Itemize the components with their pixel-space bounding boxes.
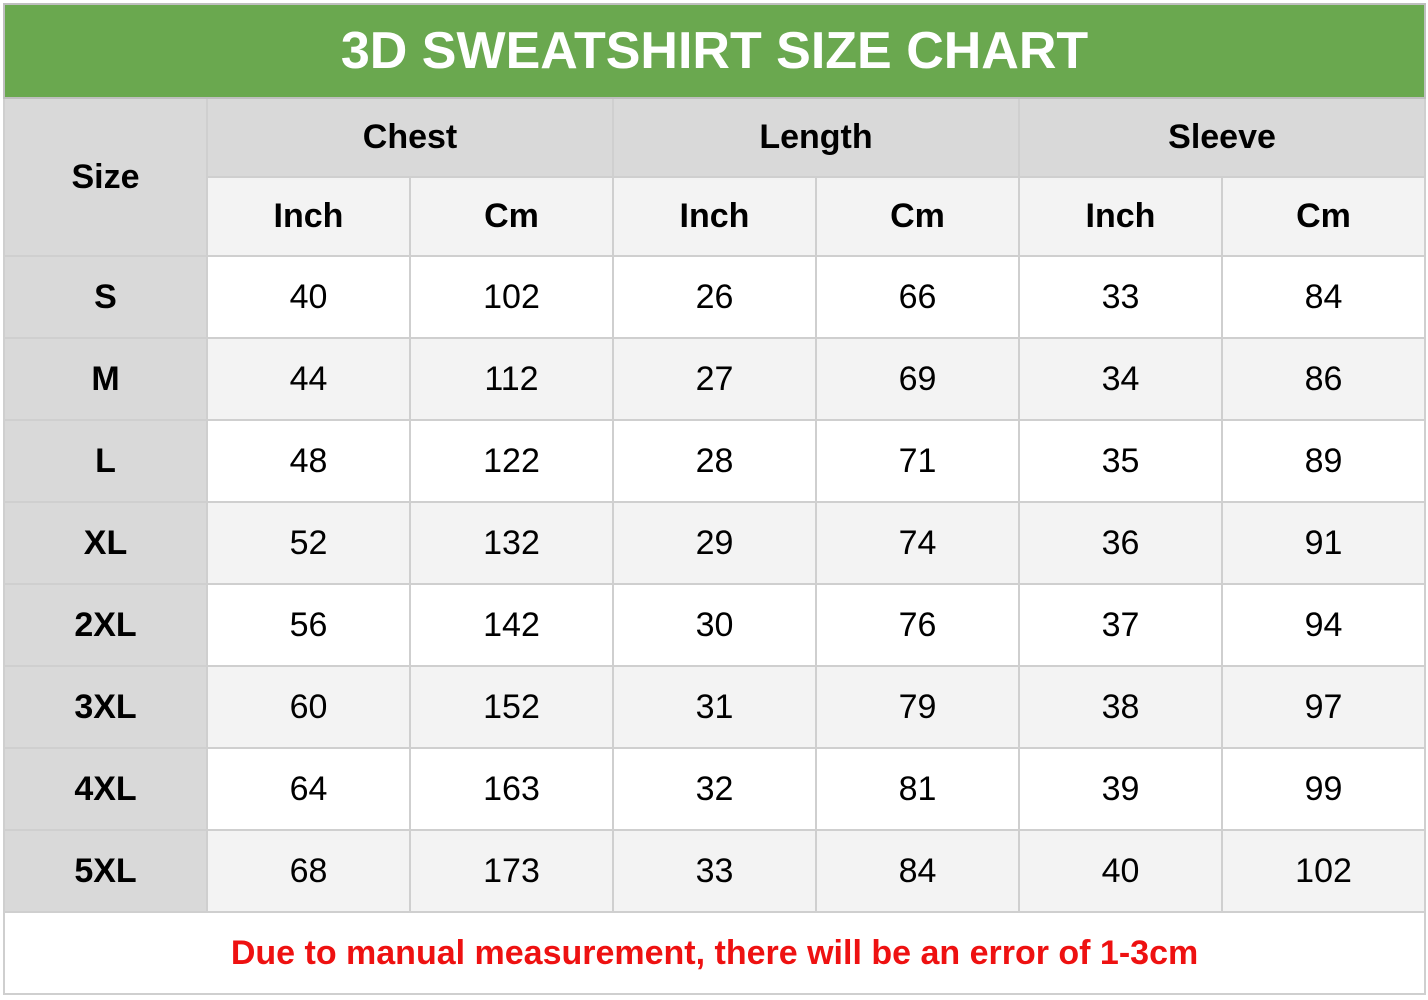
- table-cell: 56: [206, 583, 411, 667]
- measurement-note: Due to manual measurement, there will be…: [2, 911, 1427, 995]
- table-cell: 36: [1018, 501, 1223, 585]
- table-cell: 32: [612, 747, 817, 831]
- size-label: 4XL: [3, 747, 208, 831]
- chart-title: 3D SWEATSHIRT SIZE CHART: [2, 3, 1427, 99]
- size-label: 2XL: [3, 583, 208, 667]
- table-cell: 79: [815, 665, 1020, 749]
- table-cell: 91: [1220, 501, 1427, 585]
- table-cell: 28: [612, 419, 817, 503]
- table-cell: 84: [815, 829, 1020, 913]
- size-label: M: [3, 337, 208, 421]
- table-cell: 40: [1018, 829, 1223, 913]
- size-chart: 3D SWEATSHIRT SIZE CHART Size Chest Leng…: [2, 3, 1427, 995]
- size-chart-table: 3D SWEATSHIRT SIZE CHART Size Chest Leng…: [2, 3, 1427, 995]
- table-cell: 40: [206, 255, 411, 339]
- table-cell: 142: [409, 583, 614, 667]
- table-cell: 89: [1220, 419, 1427, 503]
- table-cell: 33: [1018, 255, 1223, 339]
- unit-header: Cm: [1220, 176, 1427, 257]
- table-cell: 27: [612, 337, 817, 421]
- size-label: 5XL: [3, 829, 208, 913]
- table-cell: 30: [612, 583, 817, 667]
- table-cell: 38: [1018, 665, 1223, 749]
- table-cell: 33: [612, 829, 817, 913]
- unit-header: Inch: [206, 176, 411, 257]
- table-cell: 84: [1220, 255, 1427, 339]
- size-label: 3XL: [3, 665, 208, 749]
- unit-header: Cm: [409, 176, 614, 257]
- table-cell: 26: [612, 255, 817, 339]
- table-row: S 40 102 26 66 33 84: [3, 255, 1427, 339]
- table-cell: 102: [409, 255, 614, 339]
- table-cell: 81: [815, 747, 1020, 831]
- table-cell: 74: [815, 501, 1020, 585]
- table-cell: 99: [1220, 747, 1427, 831]
- unit-header: Cm: [815, 176, 1020, 257]
- table-cell: 94: [1220, 583, 1427, 667]
- unit-header: Inch: [1018, 176, 1223, 257]
- size-header: Size: [3, 97, 208, 257]
- table-cell: 66: [815, 255, 1020, 339]
- table-cell: 39: [1018, 747, 1223, 831]
- table-row: 4XL 64 163 32 81 39 99: [3, 747, 1427, 831]
- table-cell: 86: [1220, 337, 1427, 421]
- table-cell: 71: [815, 419, 1020, 503]
- group-header-chest: Chest: [206, 97, 614, 178]
- table-cell: 34: [1018, 337, 1223, 421]
- table-row: 2XL 56 142 30 76 37 94: [3, 583, 1427, 667]
- table-cell: 97: [1220, 665, 1427, 749]
- table-cell: 60: [206, 665, 411, 749]
- table-cell: 112: [409, 337, 614, 421]
- table-cell: 52: [206, 501, 411, 585]
- table-cell: 68: [206, 829, 411, 913]
- table-cell: 132: [409, 501, 614, 585]
- table-cell: 37: [1018, 583, 1223, 667]
- table-cell: 31: [612, 665, 817, 749]
- unit-header: Inch: [612, 176, 817, 257]
- table-cell: 64: [206, 747, 411, 831]
- group-header-length: Length: [612, 97, 1020, 178]
- group-header-sleeve: Sleeve: [1017, 97, 1427, 178]
- size-label: S: [3, 255, 208, 339]
- table-cell: 173: [409, 829, 614, 913]
- size-label: L: [3, 419, 208, 503]
- table-cell: 122: [409, 419, 614, 503]
- table-row: XL 52 132 29 74 36 91: [3, 501, 1427, 585]
- table-cell: 44: [206, 337, 411, 421]
- table-row: L 48 122 28 71 35 89: [3, 419, 1427, 503]
- table-cell: 76: [815, 583, 1020, 667]
- size-label: XL: [3, 501, 208, 585]
- table-cell: 48: [206, 419, 411, 503]
- table-row: 5XL 68 173 33 84 40 102: [3, 829, 1427, 913]
- table-row: 3XL 60 152 31 79 38 97: [3, 665, 1427, 749]
- table-cell: 163: [409, 747, 614, 831]
- table-cell: 35: [1018, 419, 1223, 503]
- table-cell: 152: [409, 665, 614, 749]
- table-cell: 69: [815, 337, 1020, 421]
- table-cell: 29: [612, 501, 817, 585]
- table-cell: 102: [1220, 829, 1427, 913]
- table-row: M 44 112 27 69 34 86: [3, 337, 1427, 421]
